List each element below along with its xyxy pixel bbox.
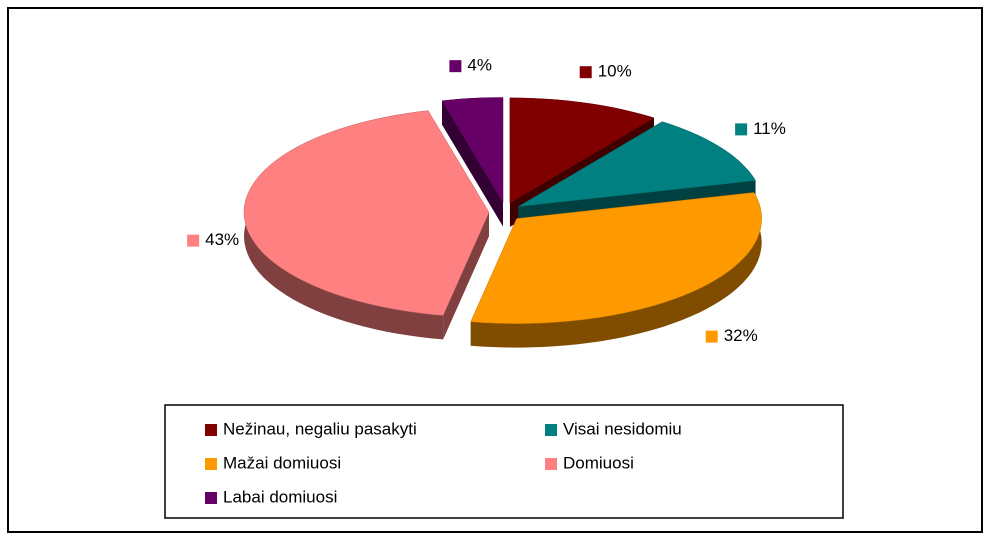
- legend-swatch: [205, 492, 217, 504]
- legend-box: [164, 404, 844, 519]
- label-swatch: [187, 234, 200, 247]
- legend-label: Domiuosi: [563, 453, 634, 472]
- data-label: 4%: [467, 56, 492, 75]
- legend-label: Labai domiuosi: [223, 487, 337, 506]
- label-swatch: [449, 60, 462, 73]
- slice-side: [443, 212, 490, 340]
- data-label: 43%: [205, 230, 239, 249]
- slice: [243, 110, 490, 316]
- legend-swatch: [545, 424, 557, 436]
- slice-side: [470, 192, 762, 348]
- legend-swatch: [205, 458, 217, 470]
- slice: [518, 121, 756, 207]
- legend-label: Visai nesidomiu: [563, 419, 682, 438]
- slice: [470, 192, 762, 324]
- legend-label: Nežinau, negaliu pasakyti: [223, 419, 417, 438]
- data-label: 11%: [753, 119, 786, 138]
- legend-label: Mažai domiuosi: [223, 453, 341, 472]
- label-swatch: [705, 330, 718, 343]
- data-label: 10%: [598, 62, 632, 81]
- label-swatch: [735, 123, 748, 136]
- slice-side: [442, 100, 503, 227]
- data-label: 32%: [724, 326, 758, 345]
- label-swatch: [579, 66, 592, 79]
- slice: [441, 97, 504, 204]
- legend-swatch: [545, 458, 557, 470]
- slice: [509, 97, 655, 204]
- legend-swatch: [205, 424, 217, 436]
